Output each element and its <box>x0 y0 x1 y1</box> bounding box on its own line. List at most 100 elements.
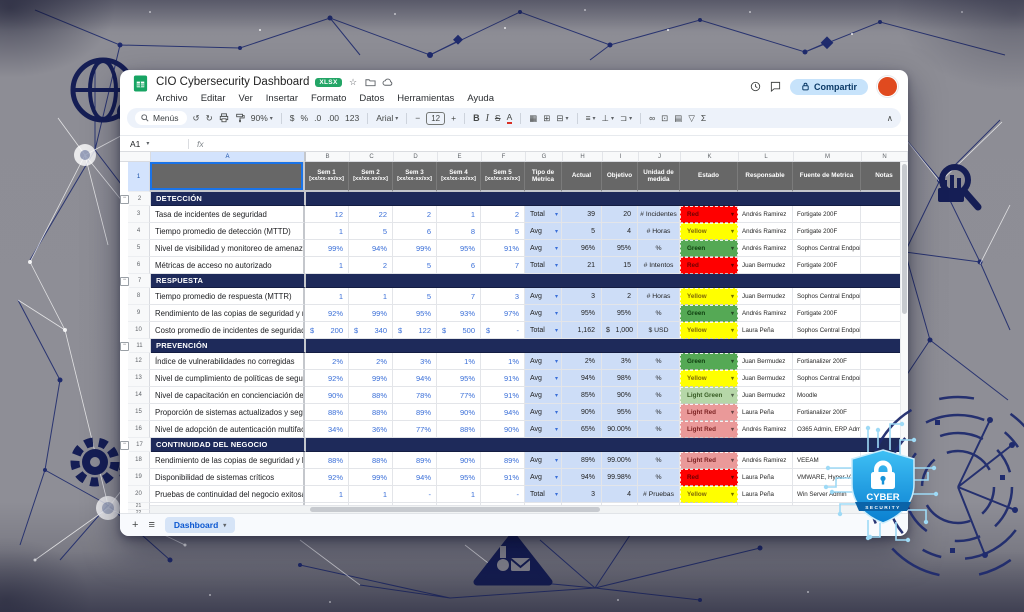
source-cell[interactable]: Fortianalizer 200F <box>793 353 861 370</box>
actual-value-cell[interactable]: 94% <box>562 370 602 387</box>
sem-value-cell[interactable]: 1 <box>305 257 349 274</box>
responsible-cell[interactable]: Juan Bermudez <box>738 370 793 387</box>
row-number-17[interactable]: 17 <box>129 438 151 452</box>
status-cell[interactable]: Green ▾ <box>680 305 738 322</box>
sem-value-cell[interactable]: 91% <box>481 370 525 387</box>
bold-button[interactable]: B <box>473 113 480 123</box>
status-cell[interactable]: Yellow ▾ <box>680 322 738 339</box>
sem-value-cell[interactable]: 97% <box>481 305 525 322</box>
sem-value-cell[interactable]: 6 <box>437 257 481 274</box>
metric-label-cell[interactable]: Disponibilidad de sistemas críticos <box>150 469 305 486</box>
sem-value-cell[interactable]: 90% <box>437 452 481 469</box>
header-sem-4[interactable]: Sem 4 [xx/xx-xx/xx] <box>437 162 481 192</box>
unit-cell[interactable]: % <box>638 305 680 322</box>
unit-cell[interactable]: % <box>638 387 680 404</box>
collapse-group-button[interactable]: − <box>120 194 129 204</box>
strikethrough-button[interactable]: S <box>494 113 501 123</box>
actual-value-cell[interactable]: 21 <box>562 257 602 274</box>
column-header-H[interactable]: H <box>563 152 603 162</box>
row-number-15[interactable]: 15 <box>128 404 150 421</box>
unit-cell[interactable]: # Horas <box>638 288 680 305</box>
percent-format-button[interactable]: % <box>300 113 309 123</box>
sem-value-cell[interactable]: 99% <box>349 370 393 387</box>
sem-value-cell[interactable]: 90% <box>437 404 481 421</box>
status-cell[interactable]: Green ▾ <box>680 353 738 370</box>
actual-value-cell[interactable]: 3 <box>562 486 602 503</box>
sem-value-cell[interactable]: 1% <box>481 353 525 370</box>
actual-value-cell[interactable]: 85% <box>562 387 602 404</box>
status-cell[interactable]: Light Red ▾ <box>680 421 738 438</box>
sem-value-cell[interactable]: 89% <box>393 452 437 469</box>
objective-value-cell[interactable]: 95% <box>602 240 638 257</box>
status-cell[interactable]: Yellow ▾ <box>680 486 738 503</box>
unit-cell[interactable]: % <box>638 353 680 370</box>
sem-value-cell[interactable]: 95% <box>437 370 481 387</box>
source-cell[interactable]: Sophos Central Endpoint <box>793 322 861 339</box>
objective-value-cell[interactable]: 99.98% <box>602 469 638 486</box>
source-cell[interactable]: Moodle <box>793 387 861 404</box>
comments-icon[interactable] <box>770 81 781 92</box>
responsible-cell[interactable]: Andrés Ramirez <box>738 240 793 257</box>
sem-value-cell[interactable]: 94% <box>393 469 437 486</box>
sem-value-cell[interactable]: 88% <box>305 404 349 421</box>
row-number-8[interactable]: 8 <box>128 288 150 305</box>
objective-value-cell[interactable]: 98% <box>602 370 638 387</box>
row-number-5[interactable]: 5 <box>128 240 150 257</box>
actual-value-cell[interactable]: 39 <box>562 206 602 223</box>
row-number-13[interactable]: 13 <box>128 370 150 387</box>
header-col[interactable]: Actual <box>562 162 602 192</box>
source-cell[interactable]: Sophos Central Endpoint <box>793 370 861 387</box>
move-folder-icon[interactable] <box>365 77 376 88</box>
responsible-cell[interactable]: Andrés Ramirez <box>738 305 793 322</box>
metric-label-cell[interactable]: Nivel de visibilidad y monitoreo de amen… <box>150 240 305 257</box>
sem-value-cell[interactable]: - <box>481 486 525 503</box>
metric-label-cell[interactable]: Proporción de sistemas actualizados y se… <box>150 404 305 421</box>
sem-value-cell[interactable]: 95% <box>437 469 481 486</box>
metric-label-cell[interactable]: Pruebas de continuidad del negocio exito… <box>150 486 305 503</box>
collapse-group-button[interactable]: − <box>120 440 129 450</box>
sem-value-cell[interactable]: - <box>393 486 437 503</box>
status-cell[interactable]: Green ▾ <box>680 240 738 257</box>
metric-label-cell[interactable]: Métricas de acceso no autorizado <box>150 257 305 274</box>
sem-value-cell[interactable]: 1 <box>437 486 481 503</box>
responsible-cell[interactable]: Laura Peña <box>738 469 793 486</box>
row-number-3[interactable]: 3 <box>128 206 150 223</box>
status-cell[interactable]: Red ▾ <box>680 257 738 274</box>
sem-value-cell[interactable]: 89% <box>393 404 437 421</box>
row-number-4[interactable]: 4 <box>128 223 150 240</box>
responsible-cell[interactable]: Andrés Ramirez <box>738 206 793 223</box>
sem-value-cell[interactable]: 95% <box>393 305 437 322</box>
sem-value-cell[interactable]: 1 <box>349 486 393 503</box>
row-number-10[interactable]: 10 <box>128 322 150 339</box>
sem-value-cell[interactable]: $340 <box>349 322 393 339</box>
sem-value-cell[interactable]: 8 <box>437 223 481 240</box>
metric-type-cell[interactable]: Avg ▾ <box>525 469 562 486</box>
metric-label-cell[interactable]: Rendimiento de las copias de seguridad y… <box>150 305 305 322</box>
objective-value-cell[interactable]: 95% <box>602 305 638 322</box>
metric-type-cell[interactable]: Avg ▾ <box>525 353 562 370</box>
vertical-scrollbar[interactable] <box>900 162 908 505</box>
header-col[interactable]: Unidad de medida <box>638 162 680 192</box>
responsible-cell[interactable]: Juan Bermudez <box>738 387 793 404</box>
column-header-D[interactable]: D <box>394 152 438 162</box>
metric-label-cell[interactable]: Nivel de capacitación en concienciación … <box>150 387 305 404</box>
insert-chart-button[interactable]: ▤ <box>674 112 683 123</box>
objective-value-cell[interactable]: 99.00% <box>602 452 638 469</box>
metric-label-cell[interactable]: Índice de vulnerabilidades no corregidas <box>150 353 305 370</box>
header-sem-5[interactable]: Sem 5 [xx/xx-xx/xx] <box>481 162 525 192</box>
source-cell[interactable]: Sophos Central Endpoint <box>793 288 861 305</box>
metric-label-cell[interactable]: Tasa de incidentes de seguridad <box>150 206 305 223</box>
status-cell[interactable]: Red ▾ <box>680 206 738 223</box>
actual-value-cell[interactable]: 94% <box>562 469 602 486</box>
sem-value-cell[interactable]: 1 <box>437 206 481 223</box>
unit-cell[interactable]: % <box>638 452 680 469</box>
sem-value-cell[interactable]: 34% <box>305 421 349 438</box>
row-number-21[interactable]: 21 <box>128 503 150 510</box>
add-sheet-button[interactable]: + <box>132 518 139 531</box>
metric-type-cell[interactable]: Avg ▾ <box>525 305 562 322</box>
row-number-22[interactable]: 22 <box>128 510 150 513</box>
responsible-cell[interactable]: Laura Peña <box>738 486 793 503</box>
sheet-tab-menu-icon[interactable]: ▾ <box>223 522 227 529</box>
unit-cell[interactable]: # Horas <box>638 223 680 240</box>
text-color-button[interactable]: A <box>506 111 513 124</box>
